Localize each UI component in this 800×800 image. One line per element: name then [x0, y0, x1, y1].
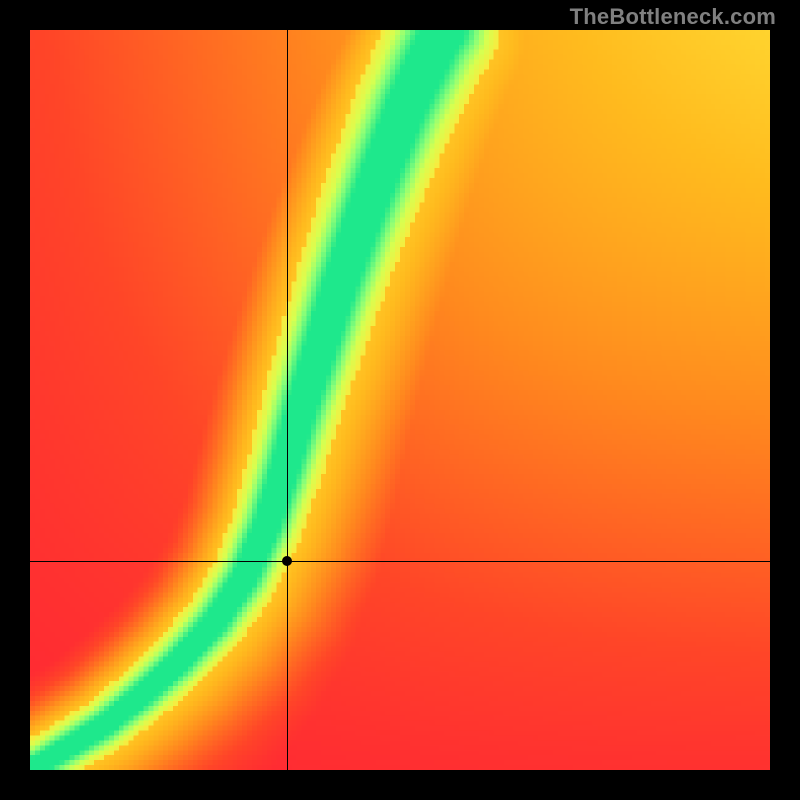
watermark-text: TheBottleneck.com	[570, 4, 776, 30]
heatmap-canvas	[30, 30, 770, 770]
crosshair-vertical	[287, 30, 288, 770]
chart-root: TheBottleneck.com	[0, 0, 800, 800]
heatmap-plot	[30, 30, 770, 770]
crosshair-horizontal	[30, 561, 770, 562]
